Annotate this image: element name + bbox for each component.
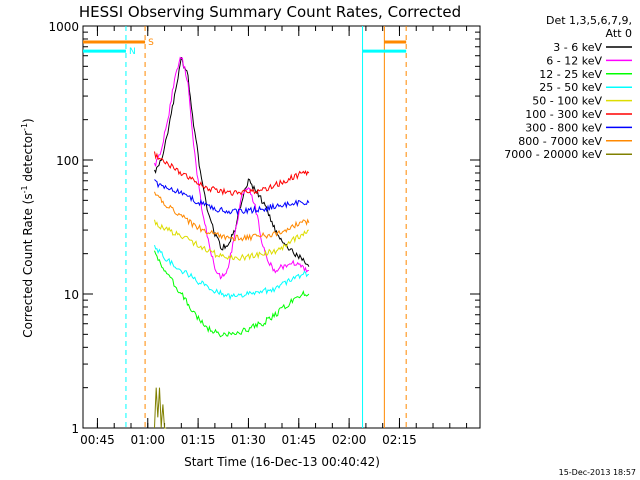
y-tick-label: 10	[64, 288, 79, 302]
flag-bars: SN	[83, 38, 407, 57]
series-line	[154, 191, 310, 242]
y-axis: 1 10 100 1000	[48, 20, 480, 436]
flag-label: S	[148, 38, 154, 48]
series-line	[154, 179, 310, 216]
series-line	[154, 250, 310, 338]
x-tick-label: 01:15	[181, 433, 216, 447]
legend-entry: 800 - 7000 keV	[518, 135, 602, 148]
x-tick-label: 02:15	[382, 433, 417, 447]
x-axis: 00:45 01:00 01:15 01:30 01:45 02:00 02:15	[80, 26, 468, 447]
series-line	[154, 151, 310, 196]
time-markers	[125, 26, 407, 428]
legend-entry: 100 - 300 keV	[525, 108, 602, 121]
y-tick-label: 1000	[48, 20, 79, 34]
x-tick-label: 02:00	[332, 433, 367, 447]
legend-entry: 6 - 12 keV	[546, 54, 602, 67]
x-tick-label: 01:45	[281, 433, 316, 447]
x-axis-label: Start Time (16-Dec-13 00:40:42)	[184, 455, 380, 469]
x-tick-label: 00:45	[80, 433, 115, 447]
legend-entry: 25 - 50 keV	[539, 81, 602, 94]
chart-title: HESSI Observing Summary Count Rates, Cor…	[79, 3, 461, 21]
legend-entry: 7000 - 20000 keV	[504, 148, 602, 161]
series-line	[154, 244, 310, 301]
y-tick-label: 100	[56, 154, 79, 168]
legend-header: Det 1,3,5,6,7,9,	[546, 14, 632, 27]
plot-border	[82, 25, 481, 429]
y-axis-label: Corrected Count Rate (s-1 detector-1)	[20, 118, 35, 337]
series-lines	[154, 56, 310, 429]
flag-label: N	[129, 47, 136, 57]
x-tick-label: 01:30	[231, 433, 266, 447]
plot-frame	[82, 25, 481, 429]
y-tick-label: 1	[71, 422, 79, 436]
series-line	[154, 387, 167, 429]
legend-entry: 12 - 25 keV	[539, 68, 602, 81]
legend-header: Att 0	[606, 27, 632, 40]
x-tick-label: 01:00	[130, 433, 165, 447]
timestamp: 15-Dec-2013 18:57	[559, 468, 636, 477]
series-line	[154, 57, 310, 267]
legend-entry: 50 - 100 keV	[532, 95, 602, 108]
legend-entry: 300 - 800 keV	[525, 121, 602, 134]
legend-entry: 3 - 6 keV	[553, 41, 602, 54]
series-line	[154, 219, 309, 262]
series-line	[154, 56, 309, 280]
